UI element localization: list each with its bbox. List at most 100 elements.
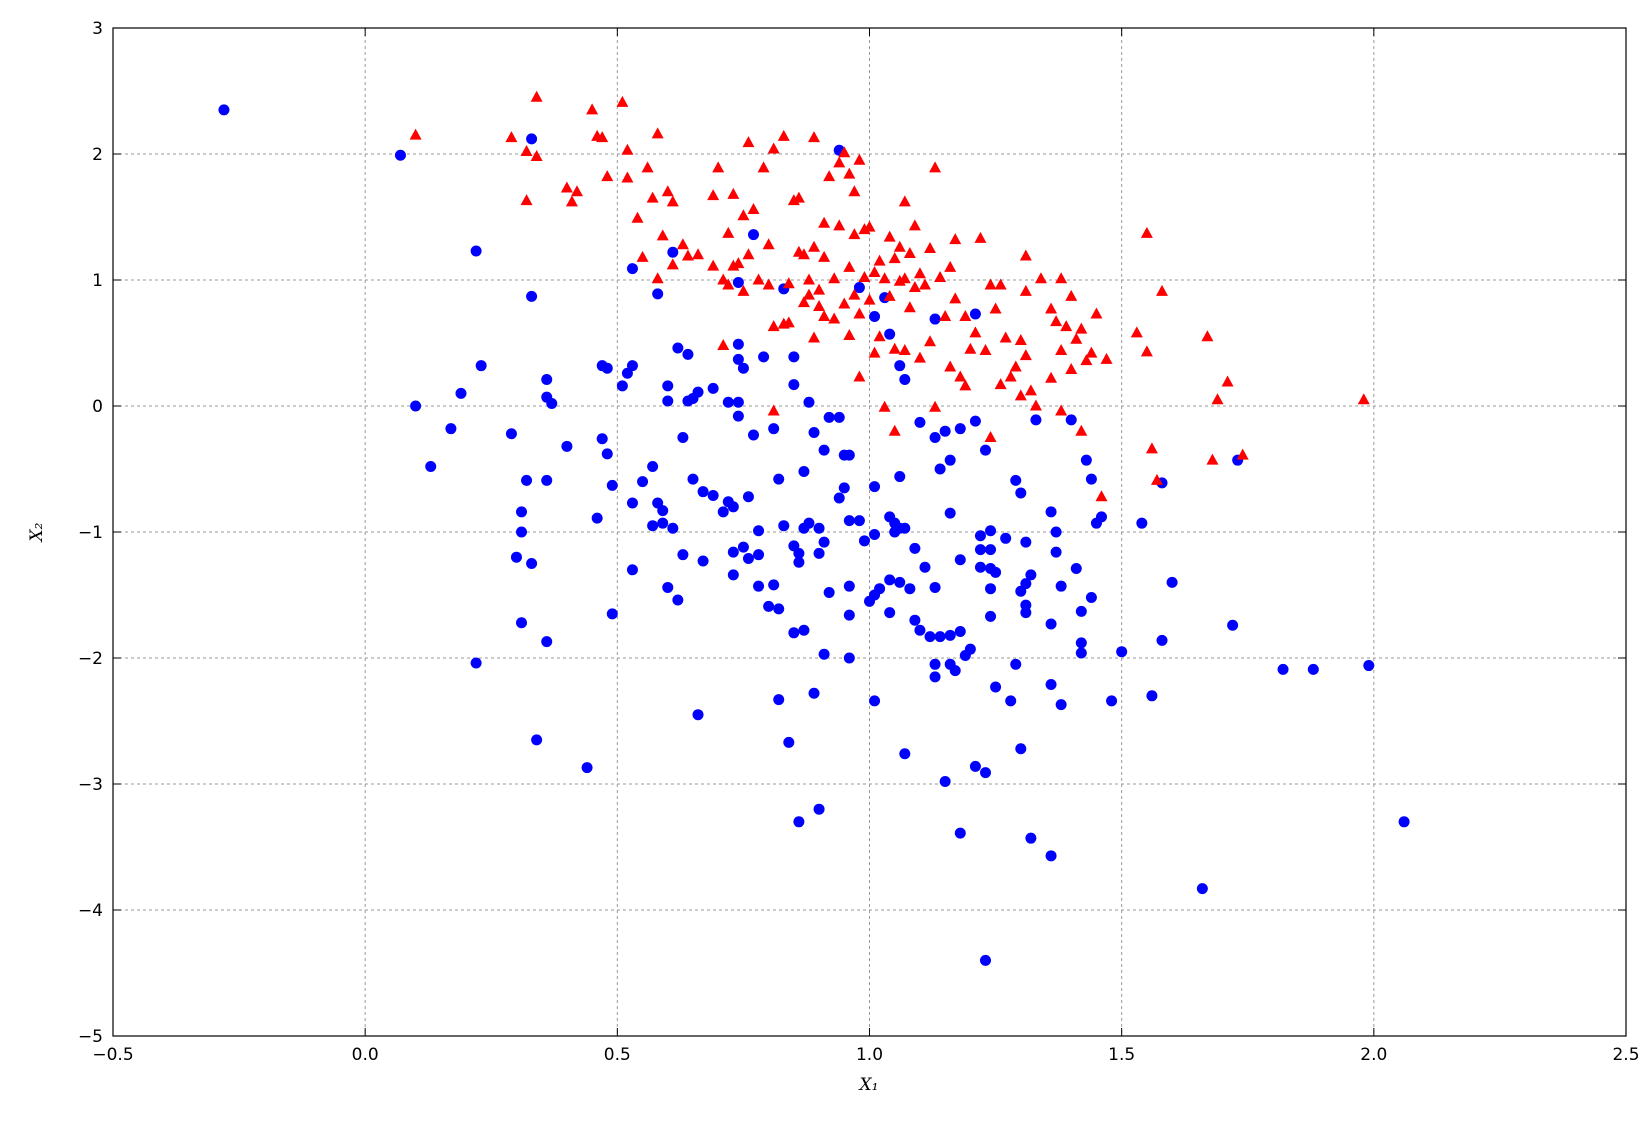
point: [687, 473, 699, 485]
point: [924, 631, 936, 643]
point: [1050, 315, 1063, 327]
point: [767, 320, 780, 332]
point: [833, 156, 846, 168]
point: [1045, 678, 1057, 690]
point: [1130, 326, 1143, 338]
point: [853, 282, 865, 294]
point: [1095, 490, 1108, 502]
point: [903, 247, 916, 259]
point: [979, 954, 991, 966]
y-tick-label: −3: [78, 775, 103, 795]
point: [1010, 658, 1022, 670]
point: [788, 351, 800, 363]
x-tick-label: 0.0: [352, 1045, 379, 1065]
point: [681, 249, 694, 261]
point: [843, 260, 856, 272]
y-tick-label: −2: [78, 649, 103, 669]
point: [727, 569, 739, 581]
point: [1156, 634, 1168, 646]
point: [924, 335, 937, 347]
point: [792, 191, 805, 203]
point: [984, 278, 997, 290]
point: [1236, 448, 1249, 460]
point: [1227, 619, 1239, 631]
point: [768, 423, 780, 435]
point: [606, 479, 618, 491]
point: [1004, 370, 1017, 382]
point: [929, 581, 941, 593]
point: [445, 423, 457, 435]
point: [1075, 637, 1087, 649]
point: [773, 603, 785, 615]
point: [777, 129, 790, 141]
point: [516, 617, 528, 629]
point: [672, 342, 684, 354]
point: [662, 395, 674, 407]
point: [531, 734, 543, 746]
point: [753, 549, 765, 561]
point: [888, 252, 901, 264]
point: [813, 803, 825, 815]
point: [838, 482, 850, 494]
point: [959, 310, 972, 322]
point: [939, 310, 952, 322]
point: [873, 330, 886, 342]
point: [647, 460, 659, 472]
point: [1015, 487, 1027, 499]
point: [884, 328, 896, 340]
point: [470, 657, 482, 669]
point: [1080, 454, 1092, 466]
point: [1045, 371, 1058, 383]
point: [828, 272, 841, 284]
point: [818, 250, 831, 262]
y-tick-label: −4: [78, 901, 103, 921]
point: [526, 558, 538, 569]
point: [944, 507, 956, 519]
point: [979, 767, 991, 779]
point: [727, 501, 739, 513]
point: [808, 331, 821, 343]
point: [758, 351, 770, 363]
point: [1009, 360, 1022, 372]
point: [904, 583, 916, 595]
point: [656, 229, 669, 241]
point: [964, 342, 977, 354]
point: [717, 339, 730, 351]
x-axis-label: X₁: [858, 1075, 879, 1095]
point: [616, 95, 629, 107]
point: [646, 191, 659, 203]
point: [1307, 663, 1319, 675]
point: [707, 259, 720, 271]
point: [561, 440, 573, 452]
point: [793, 816, 805, 828]
point: [1065, 289, 1078, 301]
point: [1145, 442, 1158, 454]
point: [894, 471, 906, 483]
point: [823, 411, 835, 423]
point: [843, 515, 855, 527]
point: [1116, 646, 1128, 658]
point: [833, 411, 845, 423]
point: [707, 189, 720, 201]
point: [818, 536, 830, 548]
point: [748, 429, 760, 441]
point: [914, 416, 926, 428]
point: [797, 296, 810, 308]
point: [1075, 322, 1088, 334]
point: [828, 312, 841, 324]
point: [813, 299, 826, 311]
point: [884, 607, 896, 619]
point: [863, 293, 876, 305]
point: [742, 136, 755, 148]
point: [677, 432, 689, 443]
y-tick-label: −1: [78, 523, 103, 543]
point: [1045, 506, 1057, 518]
point: [505, 428, 517, 440]
point: [1045, 302, 1058, 314]
point: [707, 489, 719, 501]
point: [858, 535, 870, 547]
point: [470, 245, 482, 257]
point: [969, 326, 982, 338]
point: [994, 378, 1007, 390]
point: [546, 397, 558, 409]
